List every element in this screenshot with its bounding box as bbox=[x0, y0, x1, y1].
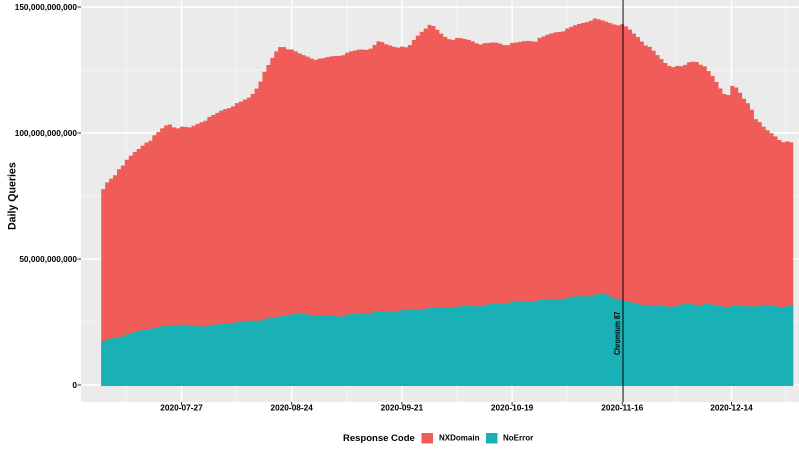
svg-text:Daily Queries: Daily Queries bbox=[7, 162, 19, 230]
svg-text:50,000,000,000: 50,000,000,000 bbox=[19, 254, 77, 264]
svg-text:2020-11-16: 2020-11-16 bbox=[601, 403, 643, 413]
svg-text:0: 0 bbox=[72, 380, 77, 390]
svg-text:100,000,000,000: 100,000,000,000 bbox=[15, 128, 78, 138]
svg-text:150,000,000,000: 150,000,000,000 bbox=[15, 2, 78, 12]
svg-text:2020-07-27: 2020-07-27 bbox=[160, 403, 203, 413]
svg-text:NoError: NoError bbox=[503, 434, 533, 443]
svg-text:NXDomain: NXDomain bbox=[439, 434, 480, 443]
svg-text:2020-10-19: 2020-10-19 bbox=[491, 403, 534, 413]
svg-text:2020-08-24: 2020-08-24 bbox=[270, 403, 313, 413]
svg-text:Chromium 87: Chromium 87 bbox=[613, 312, 623, 355]
svg-text:2020-12-14: 2020-12-14 bbox=[710, 403, 753, 413]
svg-text:2020-09-21: 2020-09-21 bbox=[381, 403, 424, 413]
svg-text:Response Code: Response Code bbox=[343, 433, 415, 444]
